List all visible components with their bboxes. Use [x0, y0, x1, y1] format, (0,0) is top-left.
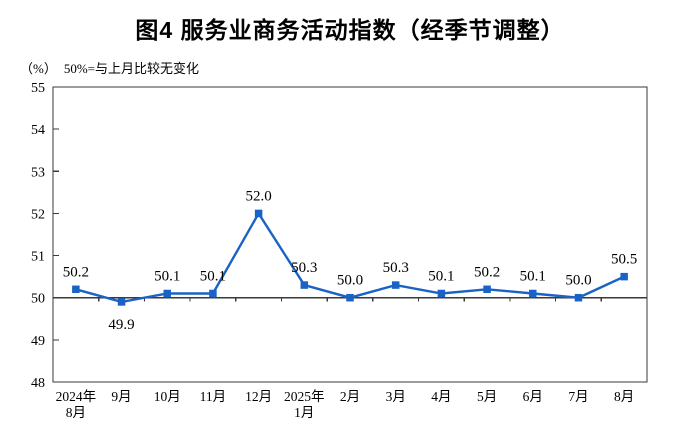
- y-axis-label: 52: [31, 207, 45, 222]
- y-axis-label: 51: [31, 250, 45, 265]
- x-axis-label: 2025年: [284, 389, 325, 404]
- data-point-label: 50.1: [154, 269, 180, 285]
- x-axis-label: 3月: [386, 389, 406, 404]
- data-point-label: 50.1: [428, 269, 454, 285]
- x-axis-label: 6月: [523, 389, 543, 404]
- x-axis-label: 4月: [431, 389, 451, 404]
- data-point-marker: [483, 285, 491, 294]
- x-axis-label: 11月: [200, 389, 227, 404]
- data-point-marker: [620, 272, 628, 281]
- data-point-label: 50.3: [383, 260, 409, 276]
- x-axis-label: 2月: [340, 389, 360, 404]
- x-axis-label: 7月: [568, 389, 588, 404]
- data-point-label: 50.2: [474, 264, 500, 280]
- data-point-marker: [437, 289, 446, 298]
- x-axis-label: 10月: [154, 389, 181, 404]
- x-axis-label: 12月: [245, 389, 272, 404]
- data-point-label: 49.9: [108, 317, 134, 333]
- y-axis-label: 49: [31, 334, 45, 349]
- x-axis-label: 8月: [66, 405, 86, 420]
- data-point-label: 50.2: [63, 264, 89, 280]
- baseline-note: 50%=与上月比较无变化: [63, 61, 200, 76]
- data-point-label: 50.5: [611, 252, 637, 268]
- data-point-marker: [346, 293, 354, 302]
- y-axis-label: 55: [31, 81, 45, 96]
- y-axis-label: 53: [31, 165, 45, 180]
- data-point-label: 50.1: [200, 269, 226, 285]
- data-point-label: 50.1: [520, 269, 546, 285]
- y-axis-unit-label: （%）: [20, 61, 57, 76]
- x-axis-label: 5月: [477, 389, 497, 404]
- y-axis-label: 48: [31, 376, 45, 391]
- data-point-marker: [391, 281, 400, 289]
- data-point-marker: [163, 289, 171, 298]
- data-point-marker: [574, 293, 583, 302]
- data-point-marker: [254, 209, 263, 218]
- data-point-marker: [300, 281, 309, 289]
- x-axis-label: 8月: [614, 389, 634, 404]
- data-point-marker: [117, 298, 126, 306]
- data-point-label: 50.3: [291, 260, 317, 276]
- y-axis-label: 50: [31, 292, 45, 307]
- data-point-marker: [209, 289, 217, 298]
- data-point-marker: [72, 285, 80, 294]
- x-axis-label: 1月: [294, 405, 314, 420]
- data-point-label: 52.0: [245, 188, 271, 204]
- plot-frame: [52, 86, 648, 383]
- data-point-marker: [529, 289, 537, 298]
- data-point-label: 50.0: [337, 273, 363, 289]
- data-point-label: 50.0: [565, 273, 591, 289]
- chart-subtitle: （%） 50%=与上月比较无变化: [20, 58, 199, 77]
- x-axis-label: 9月: [111, 389, 131, 404]
- y-axis-label: 54: [31, 123, 45, 138]
- x-axis-label: 2024年: [56, 389, 97, 404]
- chart-title: 图4 服务业商务活动指数（经季节调整）: [135, 17, 565, 43]
